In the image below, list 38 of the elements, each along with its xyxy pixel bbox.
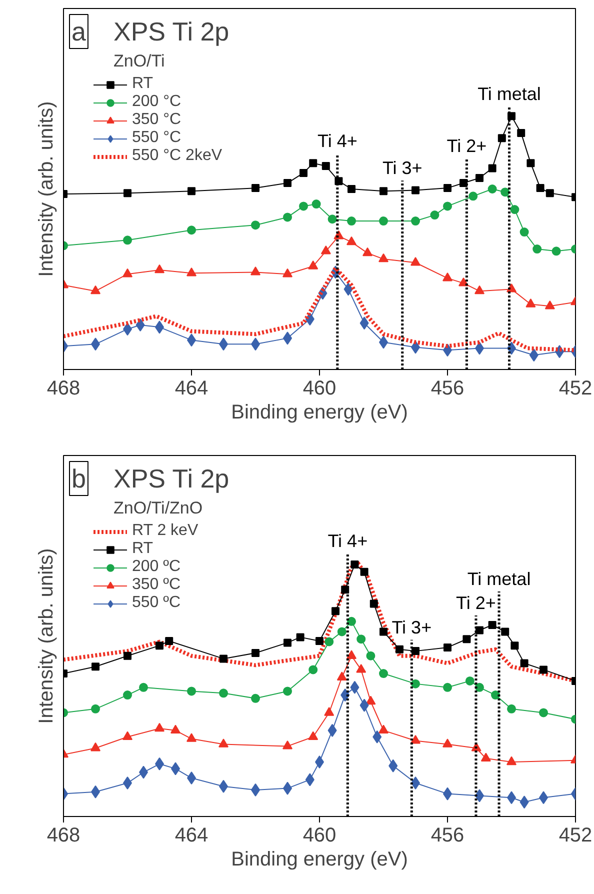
chart-subtitle: ZnO/Ti (114, 52, 165, 70)
x-tick-label: 452 (558, 378, 592, 400)
x-tick-label: 452 (558, 824, 592, 846)
legend-label: 350 °C (132, 111, 182, 129)
text: b (72, 464, 86, 494)
legend-label: 350 ºC (132, 576, 181, 594)
ref-line-label: Ti 3+ (382, 158, 422, 178)
x-tick-label: 464 (174, 824, 208, 846)
ref-line-label: Ti 3+ (392, 617, 432, 638)
legend-label: 550 ºC (132, 594, 181, 612)
x-tick-label: 464 (174, 378, 208, 400)
y-axis-title: Intensity (arb. units) (36, 548, 58, 724)
ref-line-label: Ti metal (478, 84, 541, 104)
x-axis-title: Binding energy (eV) (231, 402, 408, 424)
x-tick-label: 468 (46, 378, 80, 400)
x-tick-label: 460 (302, 824, 336, 846)
legend-label: 200 °C (132, 93, 182, 111)
legend-label: RT 2 keV (132, 522, 198, 540)
x-tick-label: 468 (46, 824, 80, 846)
text: a (72, 16, 86, 46)
legend-label: RT (132, 75, 154, 93)
ref-line-label: Ti 4+ (317, 131, 358, 152)
x-tick-label: 456 (430, 378, 464, 400)
legend-label: 200 ºC (132, 558, 181, 576)
ref-line-label: Ti 2+ (456, 593, 496, 614)
y-axis-title: Intensity (arb. units) (36, 101, 58, 277)
legend-label: 550 °C 2keV (132, 147, 222, 165)
chart-subtitle: ZnO/Ti/ZnO (114, 498, 203, 518)
ref-line-label: Ti 4+ (328, 531, 368, 552)
ref-line-label: Ti metal (467, 569, 531, 590)
legend-label: 550 °C (132, 129, 182, 147)
chart-title: XPS Ti 2p (114, 16, 230, 46)
x-tick-label: 456 (430, 824, 464, 846)
legend-label: RT (132, 540, 154, 558)
chart-title: XPS Ti 2p (114, 464, 230, 494)
ref-line-label: Ti 2+ (446, 136, 487, 156)
x-axis-title: Binding energy (eV) (231, 848, 408, 870)
x-tick-label: 460 (302, 378, 336, 400)
